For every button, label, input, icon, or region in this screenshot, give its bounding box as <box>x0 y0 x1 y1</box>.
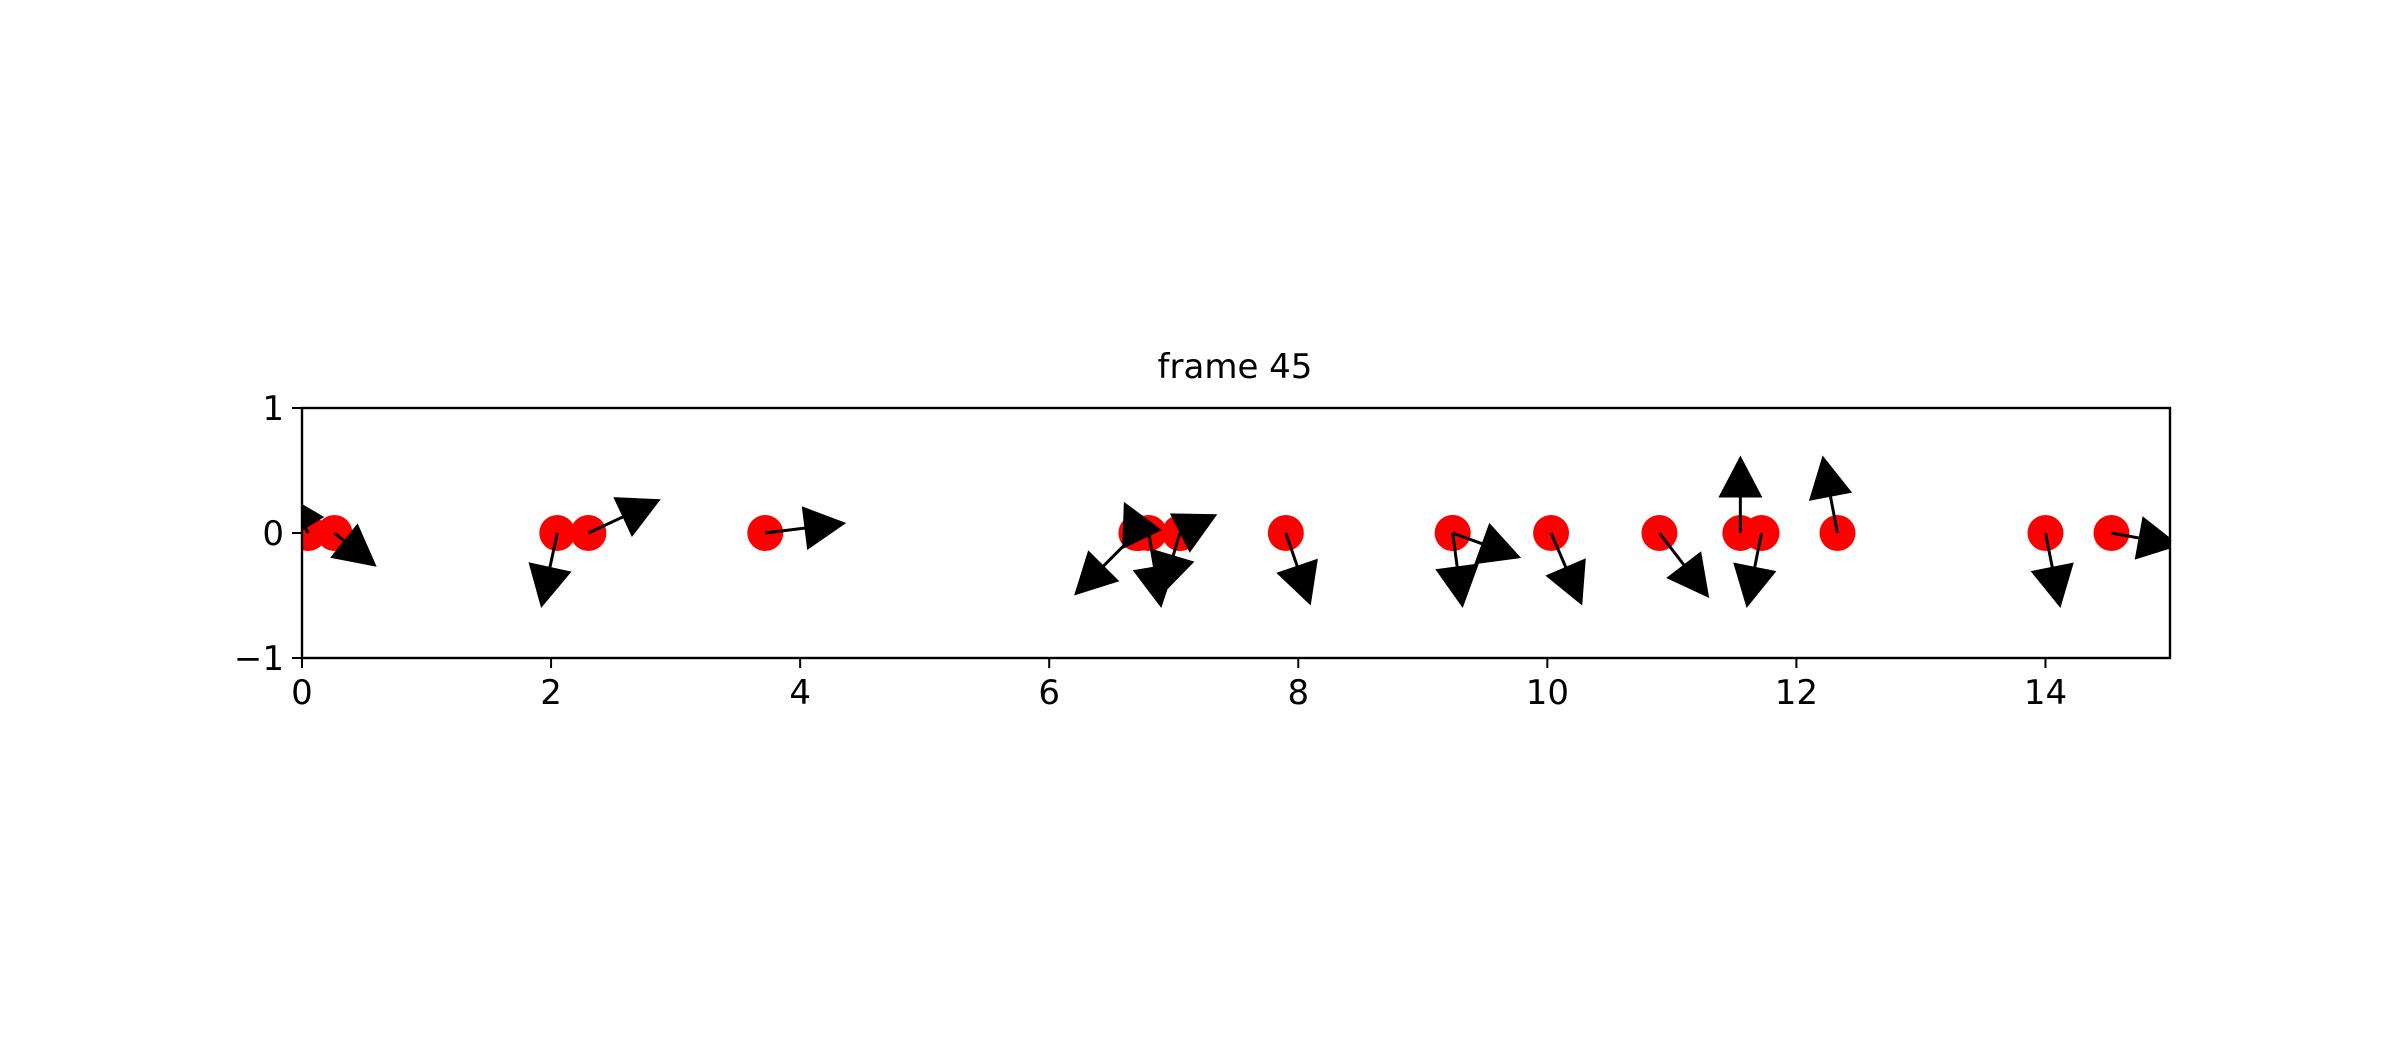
arrow-head <box>1545 558 1586 606</box>
velocity-arrow <box>302 503 325 534</box>
arrow-shaft <box>2111 531 2141 540</box>
arrow-head <box>2030 562 2074 608</box>
arrow-shaft <box>1451 532 1459 569</box>
arrow-head <box>1666 551 1710 598</box>
arrow-head <box>1169 513 1218 553</box>
arrow-shaft <box>587 514 626 535</box>
arrow-head <box>1808 455 1853 501</box>
arrow-head <box>1718 455 1763 498</box>
arrow-head <box>528 562 572 608</box>
x-tick-label: 10 <box>1526 673 1569 713</box>
velocity-arrow <box>2111 516 2170 560</box>
arrow-head <box>1276 558 1318 606</box>
x-tick-label: 14 <box>2024 673 2067 713</box>
x-tick-label: 0 <box>291 673 313 713</box>
arrows-layer <box>302 455 2170 608</box>
y-tick-label: −1 <box>234 639 284 679</box>
velocity-arrow <box>587 497 661 537</box>
velocity-arrow <box>1718 455 1763 533</box>
x-tick-label: 12 <box>1775 673 1818 713</box>
arrow-shaft <box>1147 532 1157 569</box>
arrow-head <box>1435 563 1479 608</box>
arrow-shaft <box>2043 532 2055 570</box>
arrow-head <box>330 523 377 567</box>
arrow-shaft <box>1452 531 1485 546</box>
plot-frame <box>300 406 2172 660</box>
velocity-arrow <box>528 532 572 608</box>
chart-title: frame 45 <box>1158 347 1313 387</box>
arrow-shaft <box>548 532 559 570</box>
x-tick-label: 2 <box>540 673 562 713</box>
velocity-arrow <box>1169 513 1218 553</box>
arrow-head <box>801 506 847 550</box>
arrow-head <box>2134 516 2170 560</box>
arrow-head <box>1074 550 1120 596</box>
velocity-arrow <box>2030 532 2074 608</box>
arrow-shaft <box>1171 532 1182 558</box>
arrow-shaft <box>765 526 807 535</box>
velocity-arrow <box>330 523 377 567</box>
velocity-arrow <box>1276 532 1318 606</box>
arrow-head <box>302 503 325 531</box>
x-tick-label: 6 <box>1038 673 1060 713</box>
arrow-shaft <box>1549 532 1568 570</box>
y-axis: −1 0 1 <box>234 389 302 679</box>
arrow-shaft <box>333 531 347 543</box>
arrow-shaft <box>1658 532 1687 568</box>
y-tick-label: 0 <box>262 514 284 554</box>
x-tick-label: 4 <box>789 673 811 713</box>
velocity-arrow <box>1545 532 1586 606</box>
arrow-head <box>1152 549 1195 596</box>
arrow-head <box>1122 501 1162 550</box>
arrow-head <box>1474 522 1522 565</box>
arrow-shaft <box>1752 532 1764 570</box>
velocity-arrow <box>1122 501 1162 550</box>
velocity-arrow <box>1452 522 1522 565</box>
x-axis: 0 2 4 6 8 10 12 14 <box>291 658 2067 713</box>
arrow-shaft <box>1828 494 1839 534</box>
arrow-head <box>1733 562 1777 608</box>
arrow-head <box>613 497 661 537</box>
x-tick-label: 8 <box>1287 673 1309 713</box>
velocity-arrow <box>765 506 847 550</box>
velocity-arrow <box>1808 455 1853 534</box>
arrow-shaft <box>1284 532 1300 569</box>
velocity-arrow <box>1733 532 1777 608</box>
velocity-arrow <box>1152 532 1195 596</box>
velocity-arrow <box>1658 532 1710 598</box>
y-tick-label: 1 <box>262 389 284 429</box>
velocity-arrow <box>1435 532 1479 608</box>
